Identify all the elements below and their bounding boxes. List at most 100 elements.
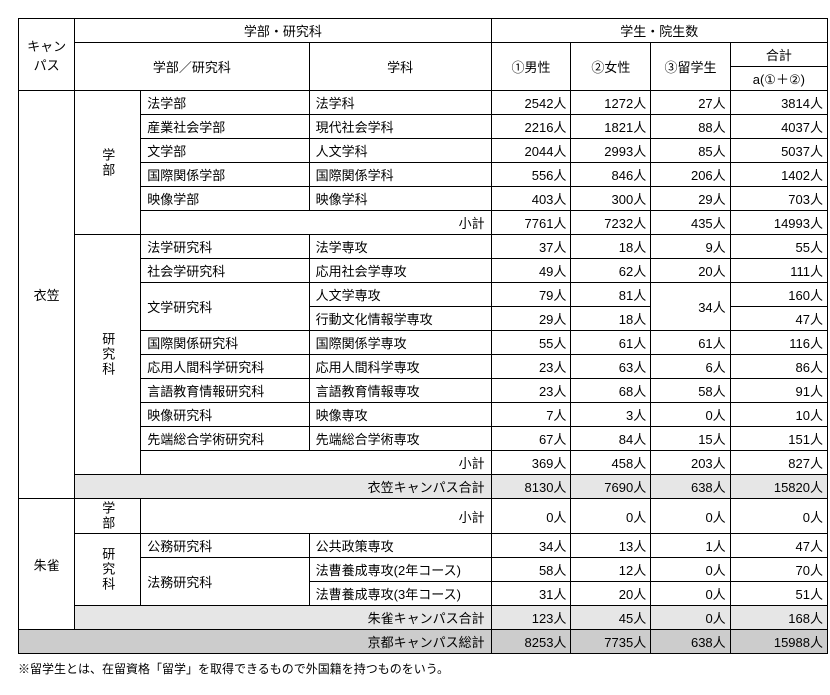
faculty-name: 言語教育情報研究科: [141, 379, 309, 403]
subject-name: 国際関係学専攻: [309, 331, 491, 355]
subject-name: 応用社会学専攻: [309, 259, 491, 283]
faculty-name: 映像学部: [141, 187, 309, 211]
faculty-name: 応用人間科学研究科: [141, 355, 309, 379]
group-label: 研究科: [75, 235, 141, 475]
table-row: 産業社会学部現代社会学科2216人1821人88人4037人: [19, 115, 828, 139]
female-count: 81人: [571, 283, 651, 307]
female-count: 61人: [571, 331, 651, 355]
female-count: 84人: [571, 427, 651, 451]
group-label: 研究科: [75, 534, 141, 606]
table-row: 研究科公務研究科公共政策専攻34人13人1人47人: [19, 534, 828, 558]
subject-name: 現代社会学科: [309, 115, 491, 139]
campus-name: 朱雀: [19, 499, 75, 630]
grand-total-label: 京都キャンパス総計: [19, 630, 492, 654]
total-count: 4037人: [730, 115, 827, 139]
subject-name: 行動文化情報学専攻: [309, 307, 491, 331]
male-count: 556人: [491, 163, 571, 187]
male-count: 37人: [491, 235, 571, 259]
total-count: 5037人: [730, 139, 827, 163]
female-count: 18人: [571, 235, 651, 259]
group-label: 学部: [75, 499, 141, 534]
subject-name: 言語教育情報専攻: [309, 379, 491, 403]
male-count: 79人: [491, 283, 571, 307]
table-row: 国際関係学部国際関係学科556人846人206人1402人: [19, 163, 828, 187]
total-count: 70人: [730, 558, 827, 582]
faculty-name: 文学研究科: [141, 283, 309, 331]
male-count: 29人: [491, 307, 571, 331]
table-row: 社会学研究科応用社会学専攻49人62人20人111人: [19, 259, 828, 283]
table-row: 応用人間科学研究科応用人間科学専攻23人63人6人86人: [19, 355, 828, 379]
intl-count: 61人: [651, 331, 730, 355]
total-count: 55人: [730, 235, 827, 259]
female-count: 1821人: [571, 115, 651, 139]
female-count: 68人: [571, 379, 651, 403]
subject-name: 公共政策専攻: [309, 534, 491, 558]
table-row: 文学部人文学科2044人2993人85人5037人: [19, 139, 828, 163]
faculty-name: 文学部: [141, 139, 309, 163]
total-count: 47人: [730, 534, 827, 558]
header-total-top: 合計: [730, 43, 827, 67]
intl-count: 27人: [651, 91, 730, 115]
grand-total-row: 京都キャンパス総計8253人7735人638人15988人: [19, 630, 828, 654]
header-fac-group: 学部・研究科: [75, 19, 491, 43]
table-row: 先端総合学術研究科先端総合学術専攻67人84人15人151人: [19, 427, 828, 451]
subject-name: 法学科: [309, 91, 491, 115]
header-students: 学生・院生数: [491, 19, 827, 43]
total-count: 1402人: [730, 163, 827, 187]
female-count: 300人: [571, 187, 651, 211]
table-row: 言語教育情報研究科言語教育情報専攻23人68人58人91人: [19, 379, 828, 403]
subject-name: 人文学専攻: [309, 283, 491, 307]
intl-count: 20人: [651, 259, 730, 283]
header-subject: 学科: [309, 43, 491, 91]
campus-name: 衣笠: [19, 91, 75, 499]
subtotal-label: 小計: [141, 451, 491, 475]
intl-count: 9人: [651, 235, 730, 259]
male-count: 34人: [491, 534, 571, 558]
subtotal-label: 小計: [141, 499, 491, 534]
faculty-name: 映像研究科: [141, 403, 309, 427]
table-row: 映像学部映像学科403人300人29人703人: [19, 187, 828, 211]
total-count: 51人: [730, 582, 827, 606]
header-female: ②女性: [571, 43, 651, 91]
header-male: ①男性: [491, 43, 571, 91]
campus-total-row: 衣笠キャンパス合計8130人7690人638人15820人: [19, 475, 828, 499]
table-row: 研究科法学研究科法学専攻37人18人9人55人: [19, 235, 828, 259]
male-count: 2542人: [491, 91, 571, 115]
female-count: 62人: [571, 259, 651, 283]
female-count: 20人: [571, 582, 651, 606]
faculty-name: 国際関係研究科: [141, 331, 309, 355]
header-campus: キャンパス: [19, 19, 75, 91]
group-label: 学部: [75, 91, 141, 235]
subject-name: 法曹養成専攻(2年コース): [309, 558, 491, 582]
intl-count: 0人: [651, 403, 730, 427]
total-count: 86人: [730, 355, 827, 379]
subject-name: 法学専攻: [309, 235, 491, 259]
faculty-name: 先端総合学術研究科: [141, 427, 309, 451]
male-count: 403人: [491, 187, 571, 211]
table-row: 国際関係研究科国際関係学専攻55人61人61人116人: [19, 331, 828, 355]
header-total-bottom: a(①＋②): [730, 67, 827, 91]
total-count: 10人: [730, 403, 827, 427]
intl-count: 29人: [651, 187, 730, 211]
female-count: 846人: [571, 163, 651, 187]
subject-name: 法曹養成専攻(3年コース): [309, 582, 491, 606]
intl-count: 0人: [651, 582, 730, 606]
total-count: 47人: [730, 307, 827, 331]
enrollment-table: キャンパス学部・研究科学生・院生数学部／研究科学科①男性②女性③留学生合計a(①…: [18, 18, 828, 654]
intl-count: 88人: [651, 115, 730, 139]
male-count: 31人: [491, 582, 571, 606]
total-count: 3814人: [730, 91, 827, 115]
male-count: 67人: [491, 427, 571, 451]
subject-name: 国際関係学科: [309, 163, 491, 187]
campus-total-row: 朱雀キャンパス合計123人45人0人168人: [19, 606, 828, 630]
female-count: 13人: [571, 534, 651, 558]
table-row: 文学研究科人文学専攻79人81人34人160人: [19, 283, 828, 307]
female-count: 18人: [571, 307, 651, 331]
male-count: 2216人: [491, 115, 571, 139]
female-count: 3人: [571, 403, 651, 427]
intl-count: 34人: [651, 283, 730, 331]
total-count: 151人: [730, 427, 827, 451]
female-count: 12人: [571, 558, 651, 582]
male-count: 55人: [491, 331, 571, 355]
intl-count: 58人: [651, 379, 730, 403]
